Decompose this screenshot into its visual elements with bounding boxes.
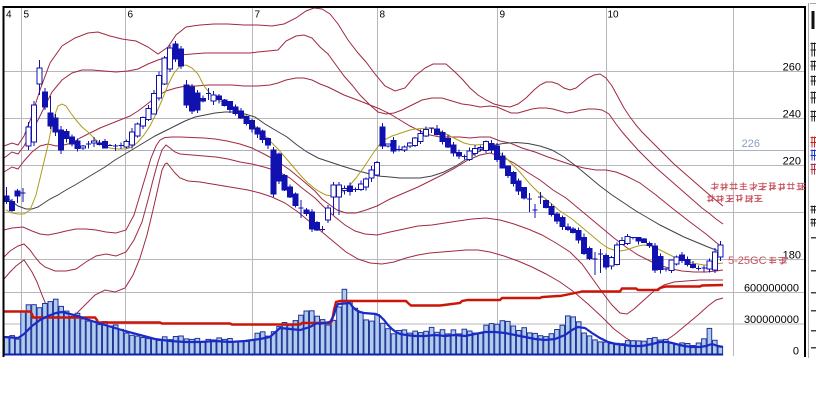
- svg-text:7: 7: [255, 10, 261, 21]
- svg-text:8: 8: [380, 10, 386, 21]
- svg-text:220: 220: [783, 156, 801, 168]
- svg-text:0: 0: [793, 346, 799, 358]
- svg-text:5-25GC: 5-25GC: [728, 255, 767, 267]
- svg-text:9: 9: [500, 10, 506, 21]
- svg-text:6: 6: [128, 10, 134, 21]
- svg-text:600000000: 600000000: [744, 283, 799, 295]
- svg-text:240: 240: [783, 109, 801, 121]
- svg-text:180: 180: [783, 250, 801, 262]
- svg-text:4: 4: [6, 10, 12, 21]
- svg-text:300000000: 300000000: [744, 314, 799, 326]
- svg-text:5: 5: [24, 10, 30, 21]
- svg-text:10: 10: [608, 10, 620, 21]
- svg-text:226: 226: [742, 138, 760, 150]
- svg-text:260: 260: [783, 62, 801, 74]
